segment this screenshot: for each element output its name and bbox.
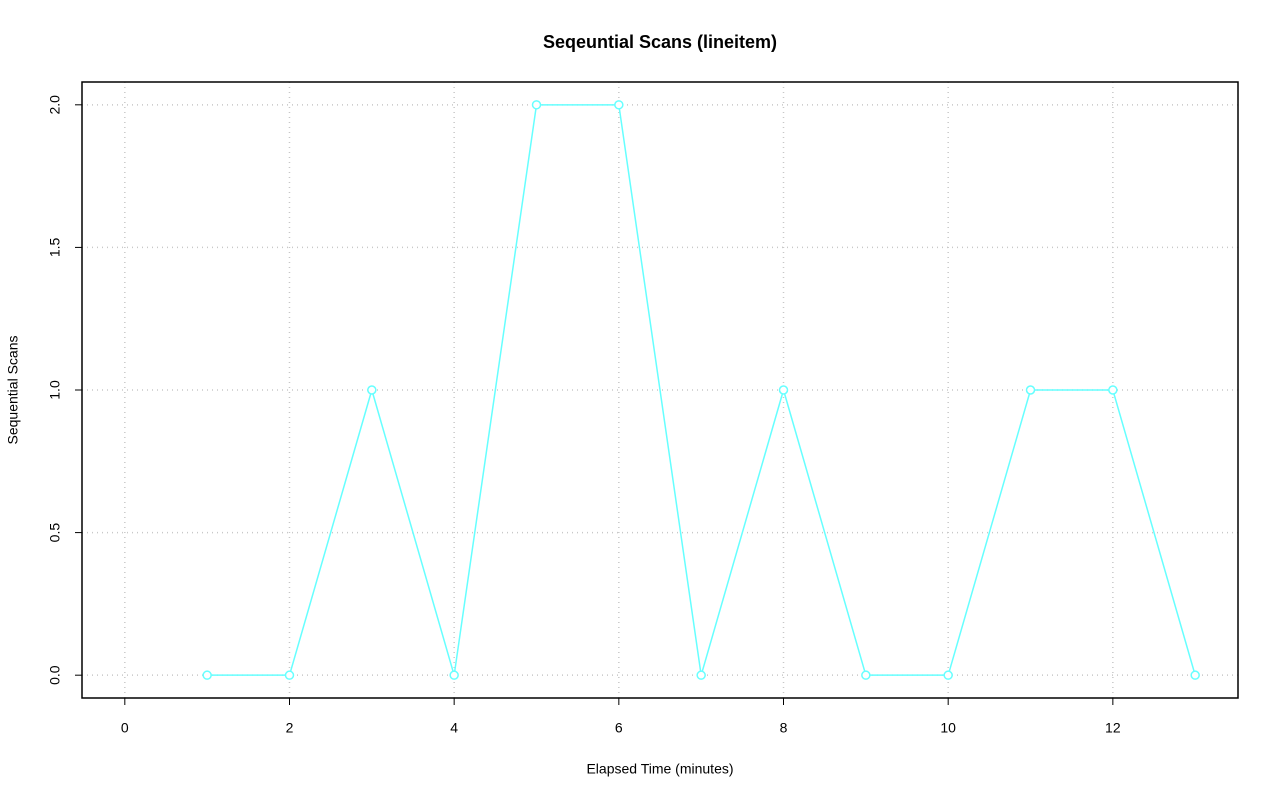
data-point: [614, 100, 624, 110]
data-point: [861, 670, 871, 680]
data-point: [367, 385, 377, 395]
y-axis-label: Sequential Scans: [5, 336, 21, 445]
y-tick-label: 0.0: [47, 665, 63, 685]
y-tick-label: 1.0: [47, 380, 63, 400]
data-point: [202, 670, 212, 680]
x-tick-label: 6: [615, 720, 623, 736]
x-tick-label: 2: [286, 720, 294, 736]
data-point: [943, 670, 953, 680]
data-point: [778, 385, 789, 395]
x-axis-label: Elapsed Time (minutes): [586, 761, 733, 777]
x-tick-label: 10: [940, 720, 956, 736]
x-tick-label: 8: [780, 720, 788, 736]
plot-frame: [81, 81, 1239, 699]
chart-title: Seqeuntial Scans (lineitem): [543, 32, 777, 52]
data-point: [1025, 385, 1036, 395]
y-tick-label: 2.0: [47, 95, 63, 115]
x-tick-label: 4: [450, 720, 458, 736]
data-point: [284, 670, 295, 680]
x-tick-label: 12: [1105, 720, 1121, 736]
y-tick-label: 0.5: [47, 523, 63, 543]
data-line: [207, 104, 1196, 676]
data-point: [696, 670, 706, 680]
data-point: [1108, 385, 1118, 395]
x-tick-label: 0: [121, 720, 129, 736]
y-tick-label: 1.5: [47, 237, 63, 257]
data-point: [531, 100, 542, 110]
data-point: [1190, 670, 1200, 680]
data-point: [449, 670, 459, 680]
